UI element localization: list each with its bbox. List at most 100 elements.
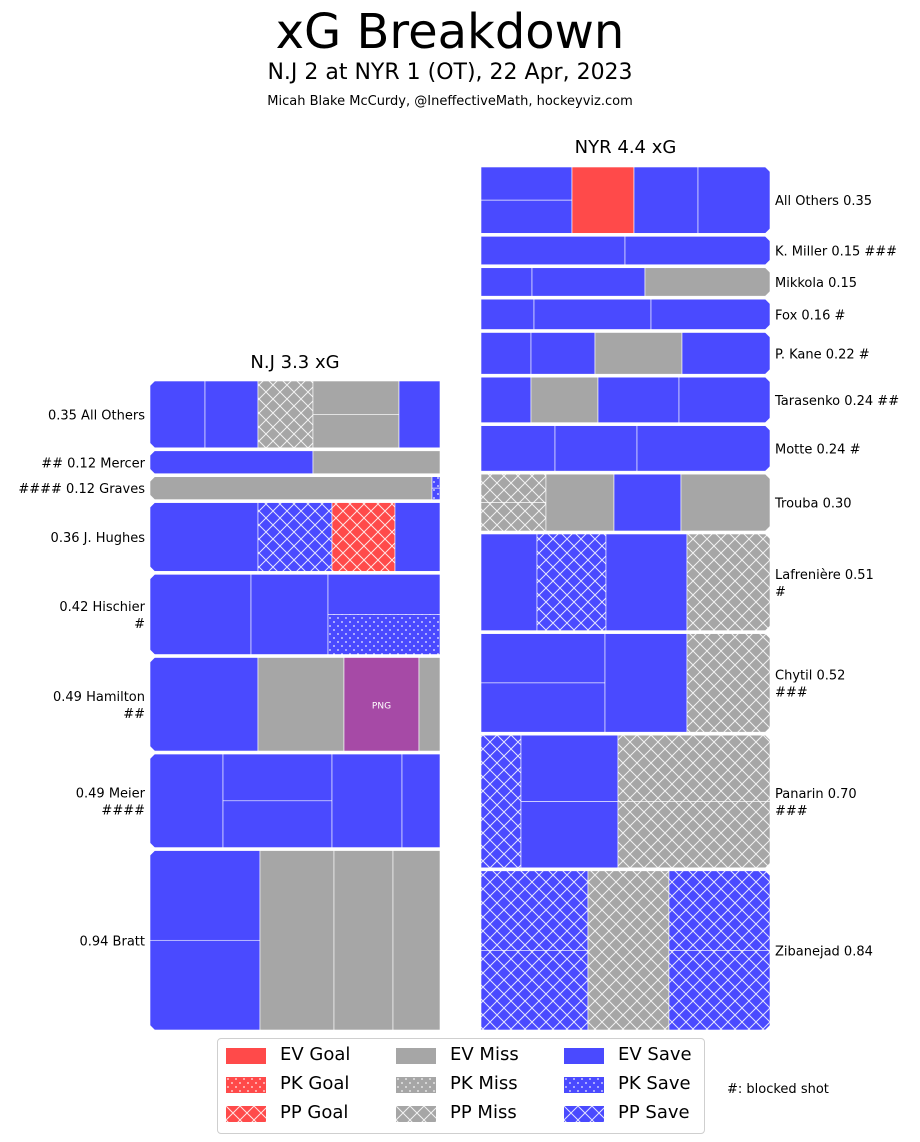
band-notch (765, 259, 770, 265)
band-notch (765, 228, 770, 234)
band-notch (150, 649, 155, 655)
band-notch (150, 850, 155, 856)
legend-swatch (564, 1077, 604, 1093)
pp-hatch (669, 950, 770, 1030)
band-notch (765, 1025, 770, 1030)
band-notch (765, 862, 770, 868)
shot-tile (149, 850, 261, 941)
band-notch (765, 474, 770, 480)
pp-hatch (258, 502, 332, 572)
blocked-shot-note: #: blocked shot (727, 1082, 829, 1097)
player-band (480, 298, 771, 330)
shot-tile (681, 332, 771, 375)
shot-tile (149, 502, 259, 572)
band-notch (765, 332, 770, 338)
band-notch (765, 533, 770, 539)
legend-label: PP Save (618, 1102, 690, 1123)
band-notch (150, 842, 155, 848)
pp-hatch (687, 633, 770, 733)
shot-tile (480, 633, 606, 684)
shot-tile (222, 800, 333, 848)
png-tile-label: PNG (372, 701, 391, 711)
band-notch (150, 442, 155, 448)
shot-tile (149, 380, 206, 449)
player-label: 0.36 J. Hughes (51, 531, 146, 546)
player-label: Mikkola 0.15 (775, 276, 857, 291)
band-notch (765, 369, 770, 375)
pk-dots (432, 476, 440, 489)
shot-tile (149, 657, 259, 752)
shot-tile (257, 657, 345, 752)
band-notch (150, 746, 155, 752)
band-notch (150, 450, 155, 456)
shot-tile (392, 850, 441, 1031)
pp-hatch (481, 502, 546, 531)
shot-tile (480, 267, 533, 297)
legend-label: PP Goal (280, 1102, 349, 1123)
player-band (480, 870, 771, 1031)
shot-tile (531, 267, 646, 297)
pp-hatch (481, 950, 588, 1030)
chart-subtitle: N.J 2 at NYR 1 (OT), 22 Apr, 2023 (267, 60, 633, 85)
legend-swatch (226, 1077, 266, 1093)
band-notch (150, 1025, 155, 1030)
shot-tile (545, 473, 615, 532)
shot-tile (697, 166, 771, 234)
shot-tile (149, 476, 433, 500)
nj-treemap: PNG (149, 380, 441, 1031)
pp-hatch (481, 735, 521, 868)
player-label: ## 0.12 Mercer (41, 456, 145, 471)
legend-swatch (564, 1106, 604, 1122)
band-notch (150, 468, 155, 474)
pp-hatch (588, 870, 669, 1030)
player-label: 0.94 Bratt (79, 934, 145, 949)
band-notch (765, 466, 770, 472)
band-notch (150, 566, 155, 572)
shot-tile (401, 753, 441, 848)
legend-label: PK Miss (450, 1073, 518, 1094)
shot-tile (613, 473, 682, 532)
band-notch (765, 735, 770, 741)
player-band (480, 236, 771, 266)
legend: EV Goal PK Goal PP Goal EV Miss PK Miss PP Mi… (217, 1038, 705, 1134)
band-notch (150, 574, 155, 580)
shot-tile (331, 753, 403, 848)
shot-tile (571, 166, 635, 234)
legend-swatch (396, 1077, 436, 1093)
shot-tile (480, 199, 573, 234)
shot-tile (418, 657, 441, 752)
band-notch (765, 291, 770, 297)
player-band (149, 850, 441, 1031)
shot-tile (624, 236, 771, 266)
pp-hatch (537, 533, 606, 631)
player-band (480, 633, 771, 733)
band-notch (150, 494, 155, 500)
player-band (480, 734, 771, 869)
shot-tile (149, 574, 252, 655)
shot-tile (530, 332, 596, 375)
player-band (149, 753, 441, 848)
player-label: Panarin 0.70 ### (775, 787, 857, 819)
player-label: Motte 0.24 # (775, 442, 860, 457)
shot-tile (680, 473, 771, 532)
legend-swatch (226, 1106, 266, 1122)
player-band (480, 425, 771, 472)
shot-tile (644, 267, 771, 297)
shot-tile (312, 414, 400, 449)
player-label: P. Kane 0.22 # (775, 347, 870, 362)
band-notch (765, 525, 770, 531)
band-notch (765, 625, 770, 631)
legend-swatch (396, 1048, 436, 1064)
shot-tile (259, 850, 335, 1031)
legend-label: EV Miss (450, 1044, 519, 1065)
pp-hatch (618, 735, 770, 802)
shot-tile (312, 380, 400, 415)
shot-tile (149, 939, 261, 1031)
band-notch (150, 476, 155, 482)
player-band (149, 502, 441, 572)
band-notch (150, 381, 155, 386)
player-label: Fox 0.16 # (775, 308, 845, 323)
shot-tile (480, 376, 532, 423)
chart-credit: Micah Blake McCurdy, @IneffectiveMath, h… (267, 94, 633, 109)
